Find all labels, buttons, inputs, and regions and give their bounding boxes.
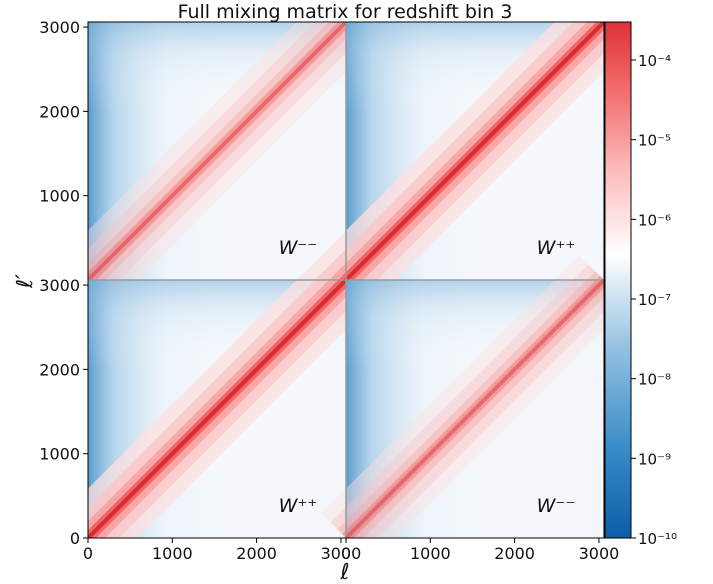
- colorbar-tick-label: 10⁻⁵: [638, 132, 671, 150]
- panel-blue-top: [346, 280, 604, 371]
- colorbar-tick-label: 10⁻⁹: [638, 450, 671, 468]
- colorbar: 10⁻¹⁰ 10⁻⁹ 10⁻⁸ 10⁻⁷ 10⁻⁶ 10⁻⁵ 10⁻⁴: [604, 21, 677, 548]
- x-tick-label: 1000: [410, 544, 451, 563]
- colorbar-tick-label: 10⁻⁴: [638, 52, 671, 70]
- chart-title: Full mixing matrix for redshift bin 3: [178, 1, 513, 23]
- panel-bottom-right: W⁻⁻: [321, 255, 604, 538]
- panel-label: W⁻⁻: [537, 495, 576, 517]
- heatmap-panels: W⁻⁻ W⁺⁺ W⁺⁺ W⁻⁻: [88, 22, 604, 538]
- diagonal-band: [88, 22, 350, 284]
- y-tick-label: 1000: [39, 445, 80, 464]
- diagonal-band: [344, 278, 604, 538]
- diagonal-band: [321, 255, 604, 538]
- colorbar-bar: [604, 21, 632, 539]
- panel-bottom-left: W⁺⁺: [88, 255, 371, 538]
- panel-label: W⁺⁺: [537, 237, 576, 259]
- y-axis-label: ℓ′: [13, 274, 38, 289]
- panel-label: W⁺⁺: [279, 495, 318, 517]
- y-tick-label: 2000: [39, 102, 80, 121]
- y-tick-label: 2000: [39, 360, 80, 379]
- diagonal-band: [330, 264, 604, 538]
- x-tick-label: 1000: [152, 544, 193, 563]
- diagonal-band: [88, 22, 348, 282]
- diagonal-band: [88, 22, 355, 289]
- colorbar-tick-label: 10⁻⁷: [638, 291, 671, 309]
- y-tick-label: 3000: [39, 276, 80, 295]
- panel-top-left: W⁻⁻: [88, 22, 371, 305]
- y-tick-label: 1000: [39, 187, 80, 206]
- colorbar-tick-label: 10⁻⁸: [638, 371, 671, 389]
- x-tick-label: 0: [341, 544, 351, 563]
- diagonal-band: [88, 278, 348, 538]
- diagonal-band: [337, 271, 604, 538]
- x-tick-label: 3000: [579, 544, 620, 563]
- x-tick-label: 3000: [321, 544, 362, 563]
- panel-top-right: W⁺⁺: [321, 22, 604, 305]
- y-tick-label: 0: [70, 529, 80, 548]
- y-tick-label: 3000: [39, 18, 80, 37]
- diagonal-band: [88, 22, 371, 305]
- diagonal-band: [342, 276, 604, 538]
- panel-blue-top: [88, 22, 346, 113]
- x-tick-label: 0: [83, 544, 93, 563]
- colorbar-tick-label: 10⁻⁶: [638, 211, 671, 229]
- x-tick-label: 2000: [494, 544, 535, 563]
- panel-label: W⁻⁻: [279, 237, 318, 259]
- diagonal-band: [344, 22, 604, 282]
- diagonal-band: [88, 22, 362, 296]
- x-axis-label: ℓ: [339, 560, 349, 584]
- x-tick-label: 2000: [236, 544, 277, 563]
- colorbar-tick-label: 10⁻¹⁰: [638, 530, 677, 548]
